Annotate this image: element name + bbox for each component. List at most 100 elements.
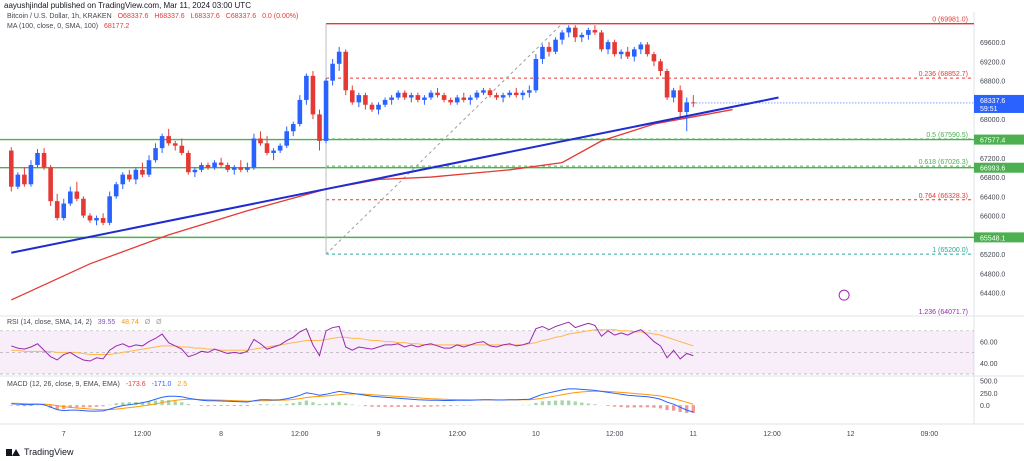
candle-body bbox=[127, 174, 132, 180]
candle-body bbox=[435, 92, 440, 96]
time-tick-label: 12:00 bbox=[291, 431, 309, 438]
candle-body bbox=[494, 95, 499, 98]
rsi-line bbox=[11, 321, 694, 362]
price-tick-label: 68000.0 bbox=[980, 117, 1005, 124]
price-tick-label: 68800.0 bbox=[980, 79, 1005, 86]
candle-body bbox=[166, 136, 171, 144]
candle-body bbox=[566, 27, 571, 33]
time-tick-label: 12:00 bbox=[134, 431, 152, 438]
candle-body bbox=[369, 104, 375, 110]
candle-body bbox=[343, 51, 349, 91]
rsi-upper-value: Ø bbox=[144, 319, 151, 326]
candle-body bbox=[579, 34, 585, 38]
rsi-tick-label: 60.00 bbox=[980, 340, 998, 347]
candle-body bbox=[363, 95, 368, 105]
price-tick-label: 64800.0 bbox=[980, 271, 1005, 278]
ma-value: 68177.2 bbox=[104, 23, 130, 30]
candle-body bbox=[251, 138, 257, 168]
ma-label[interactable]: MA (100, close, 0, SMA, 100) bbox=[7, 23, 99, 30]
fib-level-label: 0.764 (66328.3) bbox=[919, 193, 968, 200]
ma-100-line bbox=[11, 108, 733, 301]
candle-body bbox=[513, 92, 519, 96]
candle-body bbox=[179, 145, 185, 153]
price-tick-label: 67200.0 bbox=[980, 156, 1005, 163]
candle-body bbox=[68, 191, 73, 204]
candle-body bbox=[454, 97, 460, 103]
candle-body bbox=[290, 124, 296, 132]
candle-body bbox=[553, 39, 558, 52]
time-tick-label: 12 bbox=[847, 431, 855, 438]
candle-body bbox=[284, 131, 290, 146]
time-tick-label: 12:00 bbox=[763, 431, 781, 438]
candle-body bbox=[658, 61, 663, 72]
candle-body bbox=[277, 145, 283, 151]
time-tick-label: 7 bbox=[62, 431, 66, 438]
candle-body bbox=[74, 191, 80, 199]
candle-body bbox=[409, 95, 414, 98]
price-legend: Bitcoin / U.S. Dollar, 1h, KRAKEN O68337… bbox=[7, 12, 302, 21]
candle-body bbox=[271, 150, 276, 153]
candle-body bbox=[395, 92, 401, 98]
candle-body bbox=[572, 27, 578, 38]
candle-body bbox=[153, 148, 158, 161]
candle-body bbox=[120, 174, 126, 185]
candle-body bbox=[356, 95, 362, 103]
price-tick-label: 69200.0 bbox=[980, 59, 1005, 66]
candle-body bbox=[441, 95, 447, 100]
candle-body bbox=[231, 167, 237, 170]
candle-body bbox=[87, 215, 93, 221]
rsi-lower-value: Ø bbox=[156, 319, 162, 326]
level-price-tag bbox=[974, 232, 1024, 243]
candle-body bbox=[481, 90, 486, 93]
level-price-tag bbox=[974, 134, 1024, 145]
candle-body bbox=[205, 165, 211, 168]
time-tick-label: 09:00 bbox=[921, 431, 939, 438]
candle-body bbox=[382, 99, 388, 105]
open-value: O68337.6 bbox=[117, 13, 149, 20]
fib-extension-label: 1.236 (64071.7) bbox=[919, 309, 968, 316]
candle-body bbox=[336, 51, 342, 64]
candle-body bbox=[671, 90, 676, 98]
rsi-label[interactable]: RSI (14, close, SMA, 14, 2) bbox=[7, 319, 92, 326]
macd-signal-line bbox=[11, 390, 694, 411]
candle-body bbox=[527, 90, 532, 93]
macd-label[interactable]: MACD (12, 26, close, 9, EMA, EMA) bbox=[7, 381, 120, 388]
brand-label: TradingView bbox=[24, 447, 74, 457]
fib-diagonal bbox=[325, 23, 563, 255]
candle-body bbox=[304, 75, 309, 100]
publish-header: aayushjindal published on TradingView.co… bbox=[4, 1, 251, 10]
candle-body bbox=[159, 136, 165, 149]
candle-body bbox=[28, 165, 34, 185]
macd-tick-label: 0.0 bbox=[980, 403, 990, 410]
candle-body bbox=[212, 162, 217, 168]
price-tick-label: 69600.0 bbox=[980, 40, 1005, 47]
time-tick-label: 11 bbox=[690, 431, 697, 438]
current-price-label: 68337.6 bbox=[980, 98, 1005, 105]
candle-body bbox=[317, 114, 322, 141]
candle-body bbox=[586, 30, 591, 35]
level-price-label: 67577.4 bbox=[980, 138, 1005, 145]
candle-body bbox=[113, 184, 119, 197]
time-tick-label: 12:00 bbox=[606, 431, 624, 438]
candle-body bbox=[199, 165, 204, 170]
macd-signal-value: 2.5 bbox=[177, 381, 188, 388]
candle-body bbox=[448, 99, 453, 103]
macd-legend: MACD (12, 26, close, 9, EMA, EMA) -173.6… bbox=[7, 380, 191, 389]
candle-body bbox=[376, 104, 381, 110]
fib-level-label: 1 (65200.0) bbox=[932, 247, 968, 254]
candle-body bbox=[520, 92, 526, 96]
candle-body bbox=[35, 152, 40, 165]
close-value: C68337.6 bbox=[225, 13, 257, 20]
candle-body bbox=[664, 71, 670, 98]
current-price-tag bbox=[974, 94, 1024, 113]
level-price-tag bbox=[974, 162, 1024, 173]
candle-body bbox=[540, 46, 545, 59]
symbol-label[interactable]: Bitcoin / U.S. Dollar, 1h, KRAKEN bbox=[7, 13, 112, 20]
price-tick-label: 66400.0 bbox=[980, 194, 1005, 201]
countdown-label: 59:51 bbox=[980, 106, 998, 113]
ma-legend: MA (100, close, 0, SMA, 100) 68177.2 bbox=[7, 22, 133, 31]
candle-body bbox=[323, 80, 329, 141]
tradingview-brand[interactable]: TradingView bbox=[6, 447, 74, 457]
time-tick-label: 9 bbox=[377, 431, 381, 438]
